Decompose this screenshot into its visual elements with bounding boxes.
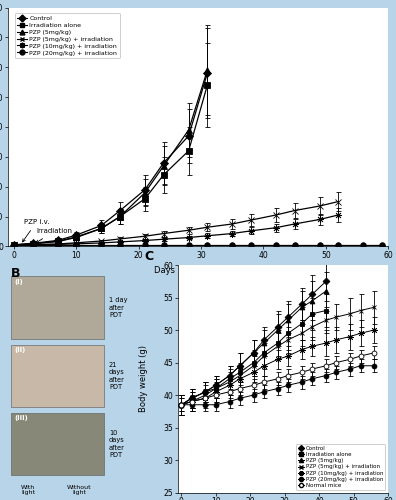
Text: C: C <box>144 250 153 262</box>
Text: (ii): (ii) <box>14 347 25 353</box>
Y-axis label: Body weight (g): Body weight (g) <box>139 346 148 412</box>
Text: 21
days
after
PDT: 21 days after PDT <box>109 362 125 390</box>
Bar <box>11 344 104 407</box>
Text: Without
light: Without light <box>67 484 92 496</box>
X-axis label: Days after treatment: Days after treatment <box>154 266 242 275</box>
Text: With
light: With light <box>21 484 35 496</box>
Text: 10
days
after
PDT: 10 days after PDT <box>109 430 125 458</box>
Text: PZP i.v.: PZP i.v. <box>23 220 49 242</box>
Text: (i): (i) <box>14 278 23 284</box>
Text: (iii): (iii) <box>14 415 28 421</box>
Bar <box>11 276 104 339</box>
Text: Irradiation: Irradiation <box>36 228 72 243</box>
Legend: Control, Irradiation alone, PZP (5mg/kg), PZP (5mg/kg) + irradiation, PZP (10mg/: Control, Irradiation alone, PZP (5mg/kg)… <box>295 444 385 490</box>
Legend: Control, Irradiation alone, PZP (5mg/kg), PZP (5mg/kg) + irradiation, PZP (10mg/: Control, Irradiation alone, PZP (5mg/kg)… <box>15 13 120 58</box>
Text: B: B <box>11 268 21 280</box>
Text: 1 day
after
PDT: 1 day after PDT <box>109 297 128 318</box>
Bar <box>11 413 104 476</box>
